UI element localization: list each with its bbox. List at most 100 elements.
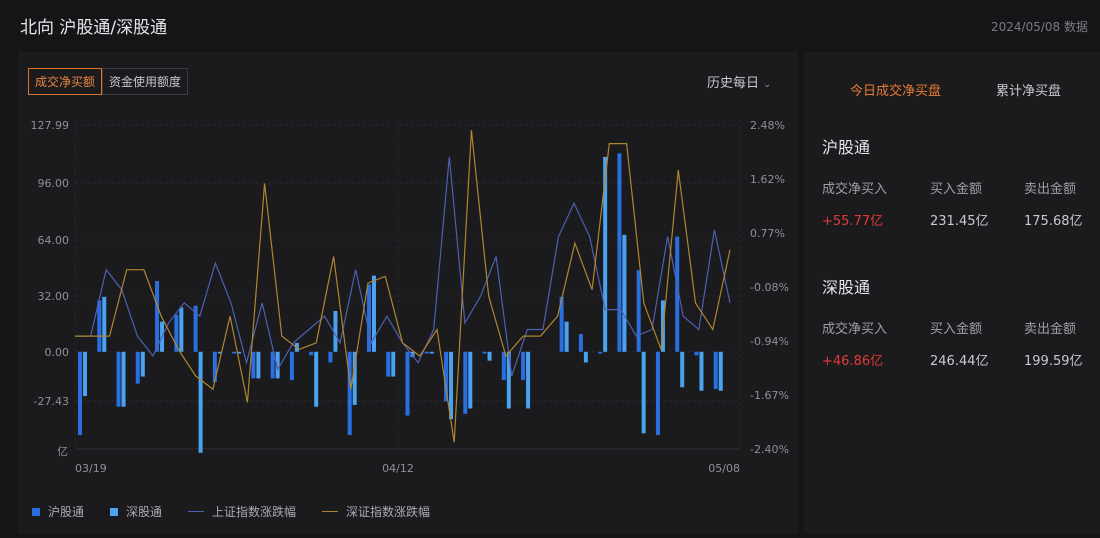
bar-sh bbox=[482, 351, 487, 354]
bar-sz bbox=[468, 351, 473, 409]
legend-item-sz-index: 深证指数涨跌幅 bbox=[322, 503, 430, 520]
chart-tabs: 成交净买额 资金使用额度 bbox=[28, 68, 189, 95]
bar-sz bbox=[622, 234, 627, 352]
bar-sh bbox=[135, 351, 140, 384]
bar-sh bbox=[501, 351, 506, 381]
sh-sell-value: 175.68亿 bbox=[1024, 214, 1083, 229]
y-left-tick: 96.00 bbox=[38, 177, 70, 190]
bar-sh bbox=[713, 351, 718, 390]
x-tick: 05/08 bbox=[708, 462, 740, 475]
legend-label-sh: 沪股通 bbox=[48, 505, 85, 519]
data-date: 2024/05/08 数据 bbox=[991, 20, 1088, 34]
bar-sz bbox=[314, 351, 319, 407]
bar-sh bbox=[289, 351, 294, 381]
bar-sz bbox=[564, 321, 569, 352]
legend-swatch-sh bbox=[32, 507, 40, 516]
legend-label-sz-index: 深证指数涨跌幅 bbox=[346, 505, 431, 519]
tab-cumulative-net-buy[interactable]: 累计净买盘 bbox=[996, 84, 1062, 99]
tab-today-net-buy[interactable]: 今日成交净买盘 bbox=[850, 84, 942, 99]
bar-sh bbox=[193, 305, 198, 352]
y-right-tick: -0.94% bbox=[750, 335, 789, 348]
bar-sz bbox=[256, 351, 261, 379]
bar-sh bbox=[444, 351, 449, 402]
bar-sh bbox=[78, 351, 82, 436]
bar-sz bbox=[83, 351, 87, 397]
bar-sh bbox=[405, 351, 410, 416]
bar-sh bbox=[386, 351, 391, 377]
bar-sh bbox=[559, 296, 564, 352]
tab-net-buy[interactable]: 成交净买额 bbox=[28, 68, 103, 95]
y-left-tick: 0.00 bbox=[45, 346, 70, 359]
y-right-tick: 2.48% bbox=[750, 119, 785, 132]
bar-sz bbox=[217, 351, 222, 354]
legend-swatch-sz bbox=[110, 507, 119, 516]
bar-sh bbox=[155, 280, 160, 352]
legend-item-sh: 沪股通 bbox=[32, 503, 84, 520]
y-left-tick: 127.99 bbox=[31, 119, 70, 132]
bar-sz bbox=[526, 351, 531, 409]
chart-legend: 沪股通 深股通 上证指数涨跌幅 深证指数涨跌幅 bbox=[32, 503, 456, 520]
bar-sh bbox=[309, 351, 314, 356]
bar-sz bbox=[237, 351, 242, 354]
bar-sz bbox=[583, 351, 588, 363]
bar-sh bbox=[598, 351, 603, 354]
legend-item-sh-index: 上证指数涨跌幅 bbox=[188, 503, 296, 520]
x-tick: 04/12 bbox=[382, 462, 414, 475]
sz-header-buy: 买入金额 bbox=[930, 322, 983, 337]
bar-sz bbox=[680, 351, 685, 388]
period-label: 历史每日 bbox=[707, 76, 760, 91]
sh-net-buy-value: +55.77亿 bbox=[822, 214, 884, 229]
sh-header-buy: 买入金额 bbox=[930, 182, 983, 197]
bar-sh bbox=[251, 351, 256, 379]
bar-sh bbox=[655, 351, 660, 436]
period-dropdown[interactable]: 历史每日 ⌄ bbox=[707, 72, 771, 91]
legend-item-sz: 深股通 bbox=[110, 503, 162, 520]
bar-sz bbox=[102, 296, 107, 352]
sz-sell-value: 199.59亿 bbox=[1024, 354, 1083, 369]
sh-header-sell: 卖出金额 bbox=[1024, 182, 1077, 197]
sz-header-sell: 卖出金额 bbox=[1024, 322, 1077, 337]
tab-quota-usage[interactable]: 资金使用额度 bbox=[102, 68, 189, 95]
bar-sh bbox=[212, 351, 217, 382]
bar-sz bbox=[410, 351, 415, 358]
bar-sh bbox=[675, 236, 680, 352]
sh-buy-value: 231.45亿 bbox=[930, 214, 989, 229]
bar-sh bbox=[347, 351, 352, 436]
bar-sz bbox=[352, 351, 357, 405]
y-right-tick: 0.77% bbox=[750, 227, 785, 240]
summary-panel bbox=[804, 52, 1100, 534]
chart-bars bbox=[78, 153, 723, 453]
bar-sh bbox=[424, 351, 429, 354]
y-right-tick: -0.08% bbox=[750, 281, 789, 294]
bar-sh bbox=[366, 284, 371, 352]
line-sz-index bbox=[75, 130, 731, 443]
sz-header-net-buy: 成交净买入 bbox=[822, 322, 888, 337]
bar-sz bbox=[603, 156, 608, 352]
sz-net-buy-value: +46.86亿 bbox=[822, 354, 884, 369]
bar-sz bbox=[391, 351, 396, 377]
sh-section-title: 沪股通 bbox=[822, 138, 871, 157]
bar-sz bbox=[506, 351, 511, 409]
y-left-tick: 32.00 bbox=[38, 290, 70, 303]
page-title: 北向 沪股通/深股通 bbox=[20, 18, 168, 38]
bar-sh bbox=[270, 351, 275, 379]
legend-label-sz: 深股通 bbox=[126, 505, 163, 519]
bar-sh bbox=[174, 314, 179, 352]
chart-axes: 127.99 96.00 64.00 32.00 0.00 -27.43 亿 2.48% 1.6… bbox=[31, 119, 789, 475]
bar-sh bbox=[694, 351, 699, 356]
bar-sh bbox=[463, 351, 468, 414]
bar-sh bbox=[232, 351, 237, 354]
y-right-tick: -2.40% bbox=[750, 443, 789, 456]
chart-lines bbox=[75, 130, 731, 443]
y-right-tick: 1.62% bbox=[750, 173, 785, 186]
bar-sz bbox=[641, 351, 646, 434]
bar-sh bbox=[578, 334, 583, 352]
bar-sz bbox=[449, 351, 454, 420]
bar-sh bbox=[328, 351, 333, 363]
bar-sz bbox=[718, 351, 723, 391]
sz-buy-value: 246.44亿 bbox=[930, 354, 989, 369]
bar-sz bbox=[699, 351, 704, 391]
y-left-tick: 64.00 bbox=[38, 234, 70, 247]
chart-panel bbox=[18, 52, 798, 534]
